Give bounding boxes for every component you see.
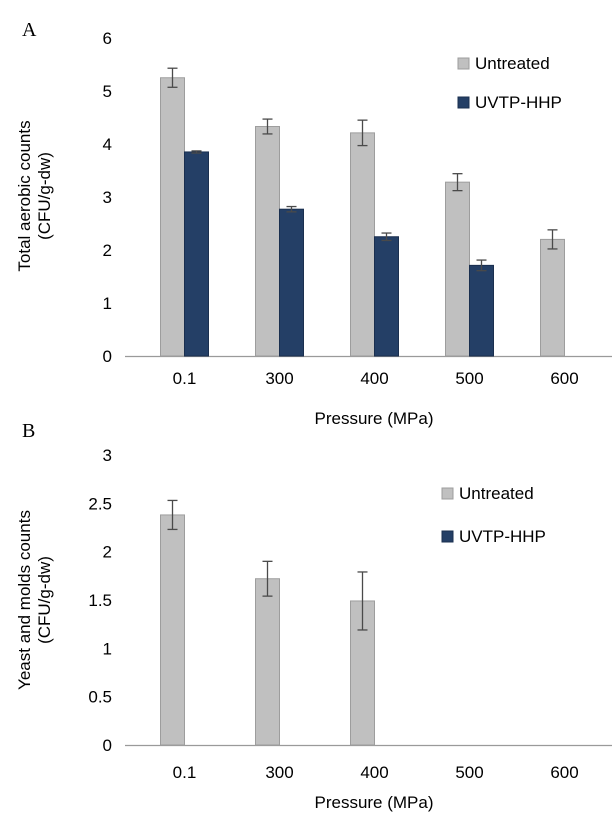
error-bar <box>452 173 463 192</box>
error-bar <box>191 150 202 154</box>
x-tick-label: 300 <box>265 763 293 782</box>
error-bar <box>262 560 273 597</box>
y-tick-label: 0 <box>103 736 112 755</box>
y-tick-label: 4 <box>103 135 112 154</box>
error-bar <box>357 119 368 147</box>
bar-uvtp-hhp <box>469 264 494 357</box>
y-axis-title-line-2: (CFU/g-dw) <box>35 152 54 240</box>
legend-label: UVTP-HHP <box>475 93 562 112</box>
panel-label-b: B <box>22 420 35 442</box>
plot-area-a: 0 1 2 3 4 5 6 0.1 300 400 500 600 Untreated UVTP-HHP <box>103 29 612 388</box>
error-bar <box>286 205 297 213</box>
x-axis-title-a: Pressure (MPa) <box>314 409 433 428</box>
panel-label-a: A <box>22 19 37 41</box>
y-tick-label: 3 <box>103 188 112 207</box>
legend-label: Untreated <box>475 54 550 73</box>
x-tick-label: 0.1 <box>173 369 197 388</box>
bar-uvtp-hhp <box>184 151 209 357</box>
bar-untreated <box>255 126 280 357</box>
y-axis-title-line-1: Total aerobic counts <box>15 120 34 271</box>
legend-swatch <box>441 530 454 543</box>
error-bar <box>381 232 392 242</box>
y-tick-label: 5 <box>103 82 112 101</box>
x-tick-label: 0.1 <box>173 763 197 782</box>
bar-untreated <box>160 514 185 746</box>
x-tick-label: 400 <box>360 369 388 388</box>
x-tick-label: 600 <box>550 763 578 782</box>
error-bar <box>476 259 487 272</box>
y-tick-label: 0 <box>103 347 112 366</box>
y-axis-title-line-1: Yeast and molds counts <box>15 510 34 690</box>
legend-label: UVTP-HHP <box>459 527 546 546</box>
bar-untreated <box>445 181 470 357</box>
x-tick-label: 500 <box>455 763 483 782</box>
x-axis-title-b: Pressure (MPa) <box>314 793 433 812</box>
legend-swatch <box>441 487 454 500</box>
error-bar <box>357 571 368 631</box>
y-tick-label: 1.5 <box>88 591 112 610</box>
y-tick-label: 2 <box>103 543 112 562</box>
y-axis-title-b: Yeast and molds counts (CFU/g-dw) <box>15 510 54 690</box>
chart-panel-a: A Total aerobic counts (CFU/g-dw) Pressu… <box>15 19 612 428</box>
bar-untreated <box>350 132 375 357</box>
legend-swatch <box>457 57 470 70</box>
chart-panel-b: B Yeast and molds counts (CFU/g-dw) Pres… <box>15 420 612 812</box>
y-tick-label: 2.5 <box>88 494 112 513</box>
error-bar <box>167 67 178 88</box>
x-tick-label: 500 <box>455 369 483 388</box>
x-tick-label: 400 <box>360 763 388 782</box>
y-tick-label: 2 <box>103 241 112 260</box>
bar-untreated <box>540 238 565 357</box>
legend-swatch <box>457 96 470 109</box>
x-tick-label: 300 <box>265 369 293 388</box>
y-tick-label: 6 <box>103 29 112 48</box>
plot-area-b: 0 0.5 1 1.5 2 2.5 3 0.1 300 400 500 600 Untreated UVT… <box>88 446 612 782</box>
y-tick-label: 1 <box>103 294 112 313</box>
y-tick-label: 0.5 <box>88 688 112 707</box>
bar-untreated <box>160 77 185 357</box>
y-axis-title-a: Total aerobic counts (CFU/g-dw) <box>15 120 54 271</box>
x-tick-label: 600 <box>550 369 578 388</box>
y-tick-label: 3 <box>103 446 112 465</box>
bar-uvtp-hhp <box>279 208 304 357</box>
y-tick-label: 1 <box>103 639 112 658</box>
error-bar <box>262 118 273 135</box>
legend-label: Untreated <box>459 484 534 503</box>
error-bar <box>547 229 558 250</box>
bar-uvtp-hhp <box>374 236 399 357</box>
bar-untreated <box>255 578 280 746</box>
error-bar <box>167 499 178 531</box>
y-axis-title-line-2: (CFU/g-dw) <box>35 556 54 644</box>
